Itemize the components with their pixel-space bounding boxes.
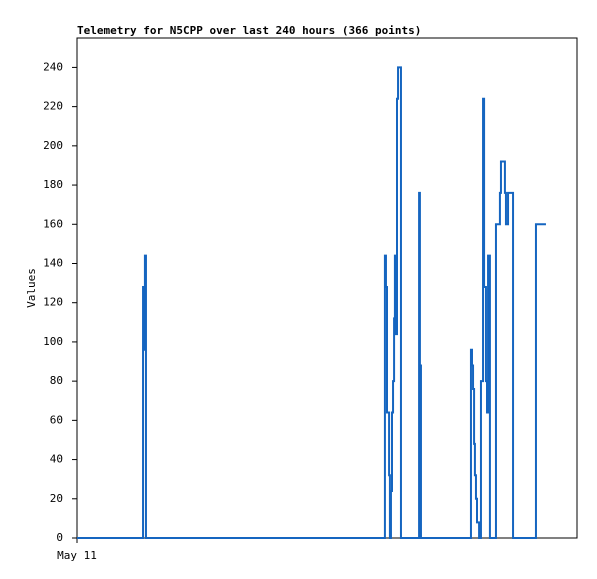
- chart-title: Telemetry for N5CPP over last 240 hours …: [77, 24, 421, 37]
- y-axis-label: Values: [25, 268, 38, 308]
- plot-frame: [76, 37, 578, 539]
- y-tick-label: 0: [56, 531, 63, 544]
- y-tick-label: 20: [50, 492, 63, 505]
- y-tick-label: 200: [43, 139, 63, 152]
- y-tick-label: 120: [43, 296, 63, 309]
- y-tick-label: 80: [50, 374, 63, 387]
- y-tick-label: 140: [43, 256, 63, 269]
- y-tick-label: 60: [50, 413, 63, 426]
- y-tick-label: 100: [43, 335, 63, 348]
- y-tick-label: 40: [50, 453, 63, 466]
- y-tick-label: 180: [43, 178, 63, 191]
- y-tick-label: 220: [43, 100, 63, 113]
- y-tick-label: 240: [43, 60, 63, 73]
- data-line: [77, 66, 546, 539]
- y-tick-label: 160: [43, 217, 63, 230]
- x-tick-label: May 11: [57, 549, 97, 562]
